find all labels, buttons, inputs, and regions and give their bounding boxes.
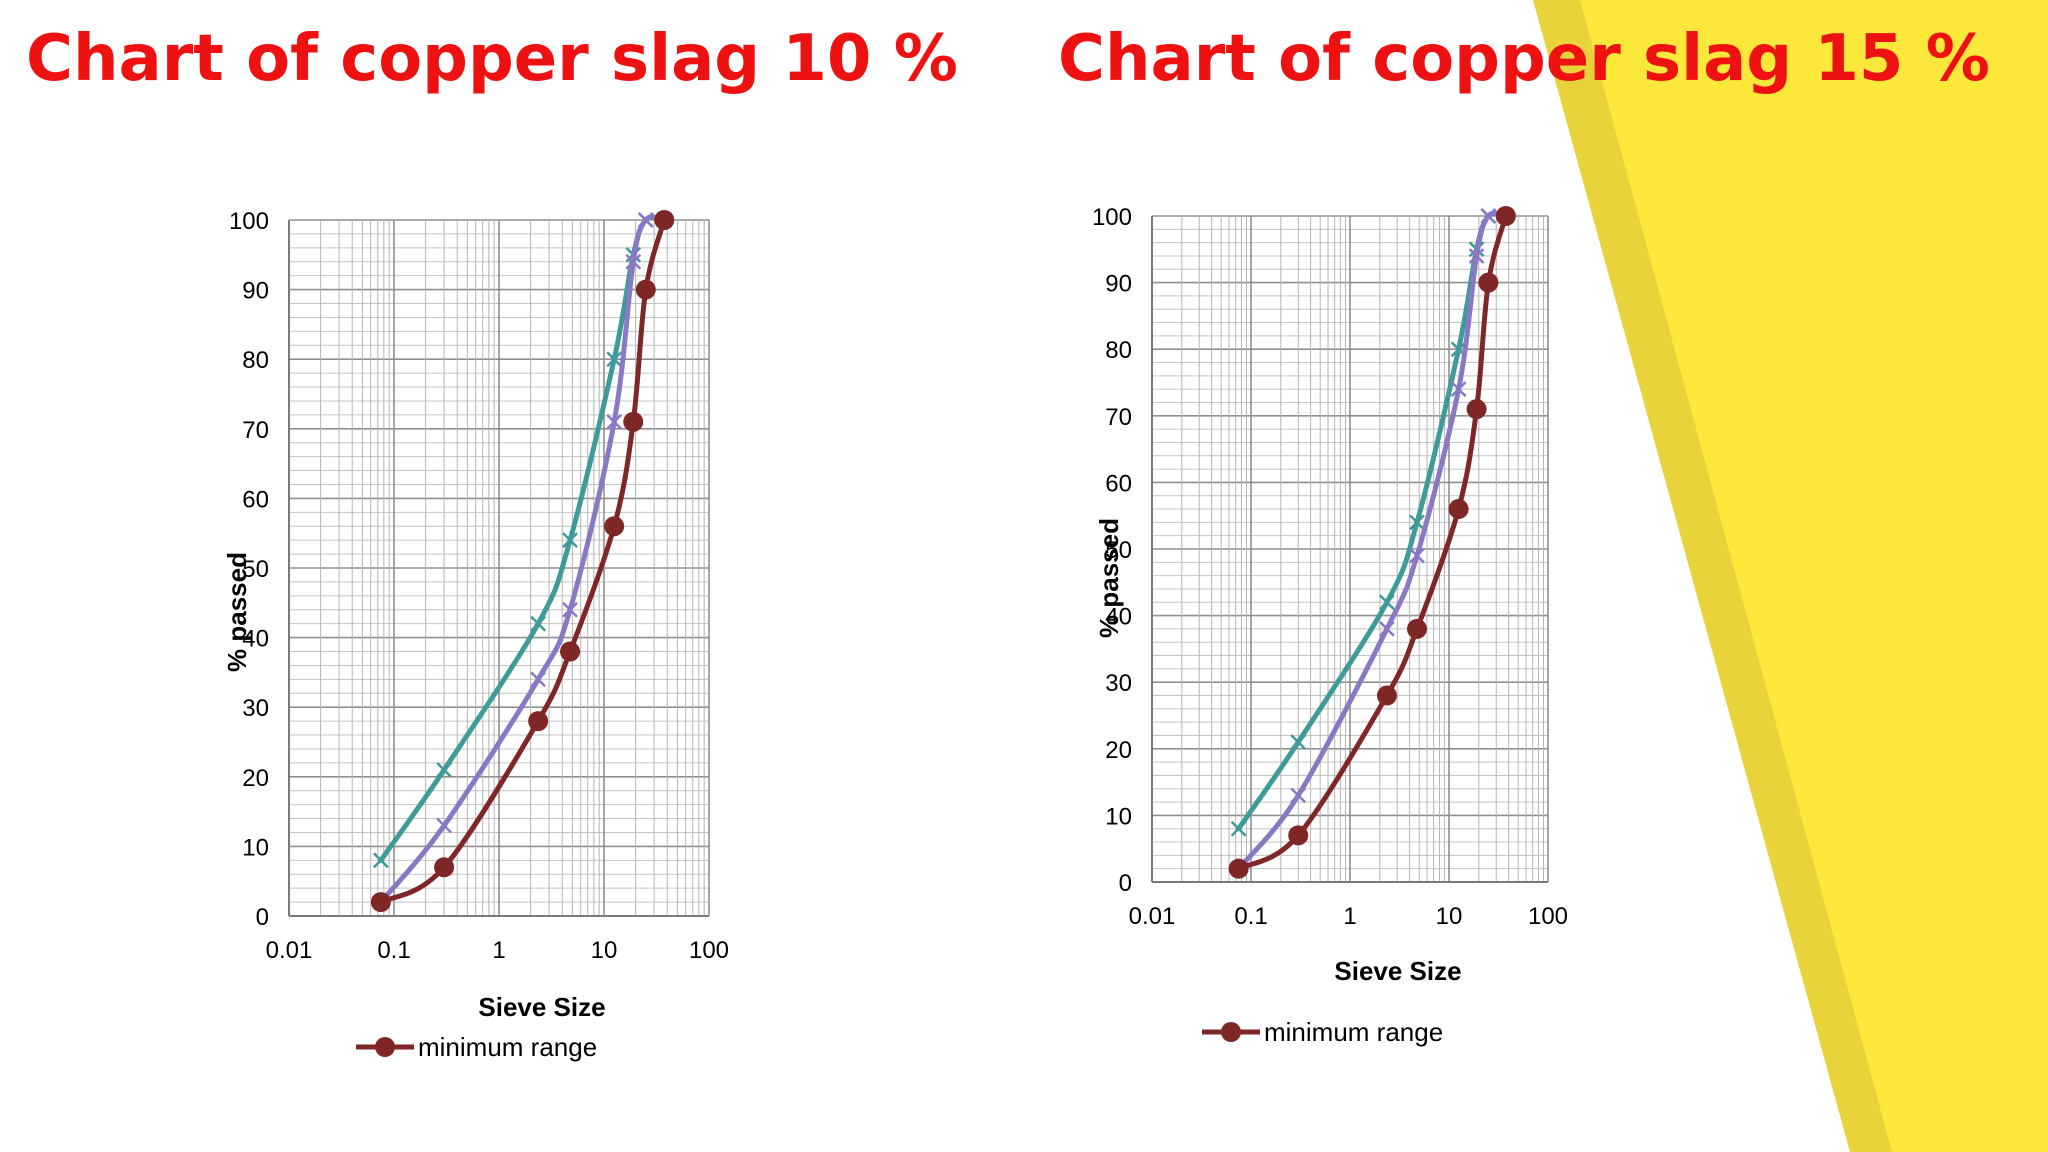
data-point [623,411,644,432]
y-tick-label: 90 [1105,271,1132,298]
y-tick-label: 10 [242,834,269,861]
data-point [1290,787,1307,804]
y-tick-label: 100 [1092,204,1132,231]
y-tick-label: 70 [242,417,269,444]
data-point [1406,618,1427,639]
data-point [1466,399,1487,420]
legend-entry: minimum range [1202,1017,1443,1047]
data-point [637,212,654,228]
legend-marker [375,1037,395,1057]
series-line [1236,210,1509,872]
data-point [1409,547,1425,564]
data-point [372,852,389,869]
x-tick-label: 100 [1528,903,1568,930]
series-line [378,217,667,905]
data-point [1478,272,1499,293]
left-chart-title: Chart of copper slag 10 % [26,22,958,96]
y-tick-label: 70 [1105,404,1132,431]
data-point [530,615,547,632]
y-tick-label: 80 [242,347,269,374]
data-point [560,641,581,662]
x-axis-title: Sieve Size [478,992,605,1022]
series-group [1228,206,1516,879]
x-tick-label: 100 [689,937,729,964]
y-tick-label: 30 [242,695,269,722]
y-tick-label: 0 [1119,870,1132,897]
x-tick-label: 0.01 [266,937,313,964]
y-tick-label: 100 [229,208,269,235]
data-point [1228,858,1249,879]
data-point [1468,248,1485,264]
x-tick-label: 1 [492,937,505,964]
y-tick-label: 60 [1105,470,1132,497]
y-tick-label: 40 [242,626,269,653]
y-tick-label: 40 [1105,604,1132,631]
data-point [1495,206,1516,226]
data-point [1379,594,1395,611]
x-tick-label: 10 [1436,903,1463,930]
data-point [1290,734,1307,751]
legend-label: minimum range [1264,1017,1443,1047]
data-point [1288,825,1309,846]
y-tick-label: 0 [256,904,269,931]
series-group [370,210,675,913]
y-tick-label: 30 [1105,670,1132,697]
data-point [562,532,578,549]
x-tick-label: 0.1 [1234,903,1267,930]
data-point [1230,820,1247,837]
y-tick-label: 80 [1105,337,1132,364]
x-tick-label: 0.1 [377,937,410,964]
data-point [635,279,656,300]
data-point [1379,621,1395,637]
data-point [1480,208,1497,224]
y-tick-label: 20 [1105,737,1132,764]
data-point [370,892,391,913]
legend-label: minimum range [418,1032,597,1062]
series-line [1236,213,1509,872]
data-point [1450,381,1467,398]
y-tick-label: 10 [1105,803,1132,830]
legend-marker [1221,1022,1241,1042]
data-point [436,817,452,834]
data-point [1376,685,1397,706]
data-point [530,671,547,688]
data-point [1409,514,1425,531]
yellow-accent-band [1580,0,2048,1152]
data-point [1448,499,1469,520]
y-axis-title: % passed [222,552,252,672]
series-line [378,214,667,905]
data-point [606,351,623,368]
data-point [562,601,578,618]
data-point [528,711,549,732]
data-point [604,516,625,537]
x-tick-label: 1 [1343,903,1356,930]
y-tick-label: 90 [242,278,269,305]
x-tick-label: 10 [591,937,618,964]
x-tick-label: 0.01 [1129,903,1176,930]
y-tick-label: 60 [242,486,269,513]
data-point [625,253,642,270]
y-tick-label: 20 [242,765,269,792]
data-point [606,413,623,430]
y-tick-label: 50 [242,556,269,583]
data-point [434,857,455,878]
y-axis-title: % passed [1094,518,1124,638]
legend-entry: minimum range [356,1032,597,1062]
y-tick-label: 50 [1105,537,1132,564]
data-point [654,210,675,230]
data-point [436,761,452,778]
x-axis-title: Sieve Size [1334,956,1461,986]
right-chart-title: Chart of copper slag 15 % [1058,22,1990,96]
